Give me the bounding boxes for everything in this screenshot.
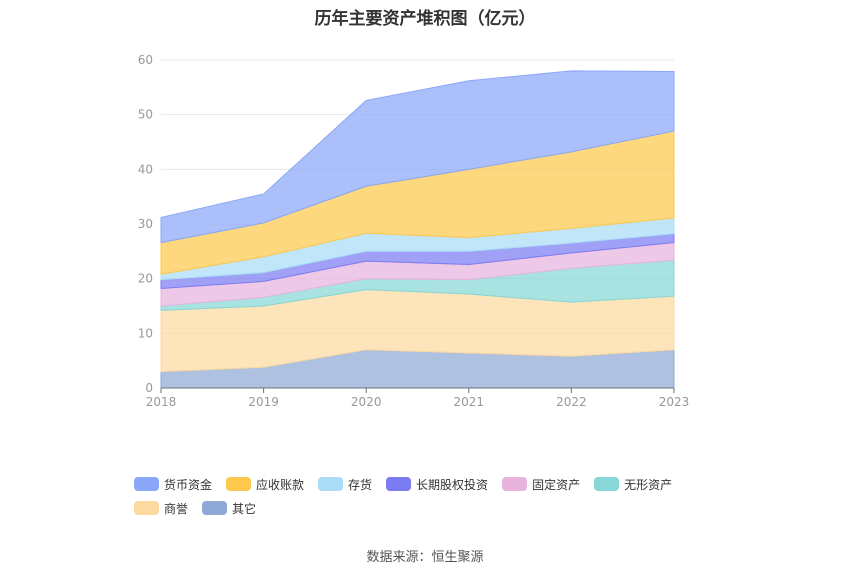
legend-item[interactable]: 无形资产	[594, 472, 672, 496]
legend-label: 无形资产	[624, 477, 673, 492]
legend-item[interactable]: 固定资产	[502, 472, 580, 496]
legend-swatch	[386, 477, 412, 491]
legend-item[interactable]: 其它	[202, 496, 256, 520]
chart-legend: 货币资金 应收账款 存货 长期股权投资 固定资产 无形资产商誉 其它	[134, 472, 734, 520]
legend-swatch	[318, 477, 344, 491]
legend-label: 其它	[232, 501, 257, 516]
legend-item[interactable]: 货币资金	[134, 472, 212, 496]
legend-swatch	[502, 477, 528, 491]
x-tick-label: 2021	[454, 395, 485, 409]
x-tick-label: 2022	[556, 395, 587, 409]
legend-label: 存货	[348, 477, 373, 492]
y-tick-label: 60	[138, 53, 153, 67]
x-tick-label: 2020	[351, 395, 382, 409]
legend-item[interactable]: 商誉	[134, 496, 188, 520]
y-tick-label: 20	[138, 272, 153, 286]
legend-label: 货币资金	[164, 477, 213, 492]
y-tick-label: 0	[145, 381, 153, 395]
legend-label: 应收账款	[256, 477, 305, 492]
data-source-note: 数据来源：恒生聚源	[366, 550, 484, 565]
y-tick-label: 30	[138, 217, 153, 231]
y-tick-label: 40	[138, 162, 153, 176]
chart-title: 历年主要资产堆积图（亿元）	[314, 9, 536, 29]
legend-swatch	[134, 501, 159, 515]
legend-swatch	[594, 477, 620, 491]
legend-label: 商誉	[164, 501, 189, 516]
legend-swatch	[202, 501, 228, 515]
legend-item[interactable]: 长期股权投资	[386, 472, 488, 496]
y-tick-label: 50	[138, 108, 153, 122]
x-tick-label: 2019	[248, 395, 279, 409]
y-tick-label: 10	[138, 326, 153, 340]
x-tick-label: 2018	[146, 395, 177, 409]
area-series	[160, 70, 675, 244]
legend-label: 长期股权投资	[416, 477, 489, 492]
legend-label: 固定资产	[532, 477, 581, 492]
x-tick-label: 2023	[659, 395, 690, 409]
legend-swatch	[226, 477, 252, 491]
legend-swatch	[134, 477, 159, 491]
legend-item[interactable]: 存货	[318, 472, 372, 496]
legend-item[interactable]: 应收账款	[226, 472, 304, 496]
